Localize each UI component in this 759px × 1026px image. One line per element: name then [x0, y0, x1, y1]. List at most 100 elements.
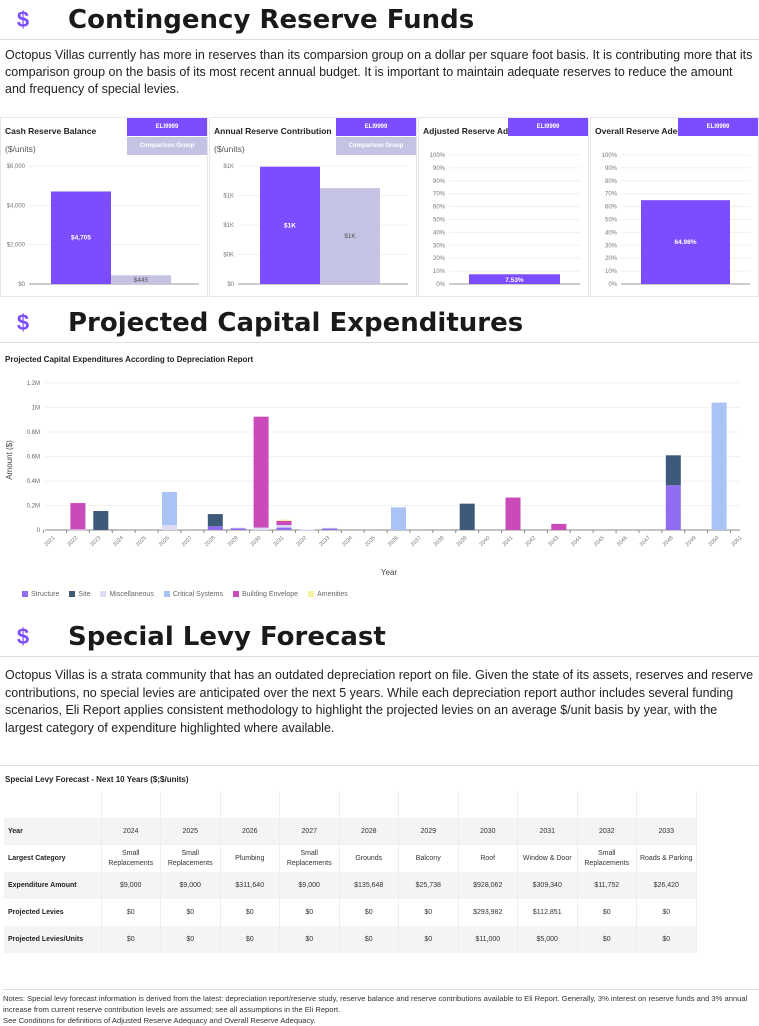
- x-tick-label: 2023: [89, 535, 102, 548]
- table-cell: $0: [577, 899, 637, 926]
- x-tick-label: 2051: [731, 535, 744, 548]
- bar-building-envelope: [551, 523, 567, 530]
- table-cell: Window & Door: [517, 845, 578, 872]
- table-cell: 2028: [339, 818, 399, 845]
- table-cell: $0: [279, 899, 340, 926]
- table-cell: Grounds: [339, 845, 399, 872]
- bar-eli: [469, 274, 560, 284]
- x-tick-label: 2027: [181, 535, 194, 548]
- card-title: Cash Reserve Balance: [5, 126, 97, 136]
- table-row: Largest Category Small Replacements Small …: [4, 845, 697, 872]
- legend-swatch: [69, 591, 76, 598]
- y-tick-label: 60%: [433, 205, 446, 211]
- table-cell: $0: [339, 926, 399, 953]
- x-tick-label: 2043: [547, 535, 560, 548]
- legend-item[interactable]: Structure: [22, 591, 59, 598]
- table-cell: $0: [160, 899, 221, 926]
- x-tick-label: 2035: [364, 535, 377, 548]
- chart-legend: Structure Site Miscellaneous Critical Syste…: [22, 591, 348, 598]
- card-title: Adjusted Reserve Adequacy: [423, 126, 538, 136]
- x-tick-label: 2031: [273, 535, 286, 548]
- table-cell: $0: [220, 899, 280, 926]
- notes-line: Notes: Special levy forecast information…: [3, 994, 748, 1014]
- legend-eli: ELI9999: [678, 118, 758, 136]
- y-tick-label: 20%: [433, 256, 446, 262]
- bar-label: 7.53%: [505, 277, 524, 284]
- bar-miscellaneous: [322, 527, 338, 529]
- card-chart: 0% 10% 20% 30% 40% 50% 60% 70% 80% 90% 100% 64.98%: [602, 153, 750, 288]
- table-cell: Roof: [458, 845, 518, 872]
- legend-comparison: Comparison Group: [336, 137, 416, 155]
- table-cell: 2027: [279, 818, 340, 845]
- y-tick-label: 90%: [605, 166, 618, 172]
- bar-site: [665, 455, 681, 486]
- bar-comparison: [111, 275, 171, 284]
- x-tick-label: 2042: [524, 535, 537, 548]
- legend-item[interactable]: Site: [69, 591, 90, 598]
- legend-swatch: [233, 591, 240, 598]
- table-cell: Roads & Parking: [636, 845, 697, 872]
- card-chart: $0 $0K $1K $1K $1K $1K $1K: [223, 164, 408, 288]
- table-spacer-row: [4, 791, 697, 818]
- notes-line: See Conditions for definitions of Adjust…: [3, 1016, 316, 1025]
- y-tick-label: 30%: [605, 243, 618, 249]
- table-cell: $309,340: [517, 872, 578, 899]
- bar-miscellaneous: [162, 525, 177, 530]
- bar-site: [93, 511, 109, 530]
- bar-building-envelope: [276, 520, 292, 526]
- table-cell: 2024: [101, 818, 161, 845]
- bar-building-envelope: [70, 503, 86, 530]
- x-tick-label: 2029: [227, 535, 240, 548]
- dollar-icon: $: [16, 623, 30, 649]
- table-cell: Plumbing: [220, 845, 280, 872]
- table-cell: $9,000: [279, 872, 340, 899]
- legend-comparison: Comparison Group: [127, 137, 207, 155]
- bar-label: $445: [134, 277, 149, 284]
- section-title: Contingency Reserve Funds: [68, 4, 475, 35]
- card-cash-reserve-balance: Cash Reserve Balance ($/units) ELI9999 Comp…: [0, 117, 208, 297]
- x-tick-label: 2021: [44, 535, 57, 548]
- x-axis-label: Year: [381, 568, 398, 577]
- y-tick-label: $0K: [223, 253, 234, 259]
- legend-item[interactable]: Amenities: [308, 591, 348, 598]
- x-tick-label: 2047: [639, 535, 652, 548]
- bar-miscellaneous: [276, 525, 292, 528]
- table-cell: Small Replacements: [101, 845, 161, 872]
- legend-item[interactable]: Critical Systems: [163, 591, 223, 598]
- bar-label: 64.98%: [674, 239, 696, 246]
- bar-miscellaneous: [253, 527, 269, 530]
- bar-site: [207, 514, 223, 527]
- legend-eli: ELI9999: [127, 118, 207, 136]
- table-cell: $0: [636, 926, 697, 953]
- table-row: Projected Levies $0 $0 $0 $0 $0 $0 $293,982 $112…: [4, 899, 697, 926]
- table-cell: $0: [101, 926, 161, 953]
- bar-miscellaneous: [230, 527, 246, 529]
- row-label: Expenditure Amount: [4, 872, 102, 899]
- x-tick-label: 2028: [204, 535, 217, 548]
- bar-miscellaneous: [70, 529, 86, 531]
- legend-eli: ELI9999: [508, 118, 588, 136]
- legend-label: Structure: [31, 591, 60, 598]
- x-tick-label: 2034: [341, 535, 354, 548]
- legend-item[interactable]: Building Envelope: [233, 591, 298, 598]
- y-tick-label: 90%: [433, 166, 446, 172]
- row-label: Year: [4, 818, 102, 845]
- x-tick-label: 2050: [708, 535, 721, 548]
- y-tick-label: 20%: [605, 256, 618, 262]
- x-tick-label: 2025: [135, 535, 148, 548]
- table-cell: $11,000: [458, 926, 518, 953]
- table-row: Projected Levies/Units $0 $0 $0 $0 $0 $0 $11,00…: [4, 926, 697, 953]
- table-cell: $0: [279, 926, 340, 953]
- legend-item[interactable]: Miscellaneous: [100, 591, 154, 598]
- bar-label: $1K: [284, 222, 296, 229]
- card-chart: $0 $2,000 $4,000 $6,000 $4,705 $445: [7, 164, 199, 288]
- y-tick-label: $4,000: [7, 203, 26, 209]
- legend-label: Amenities: [317, 591, 348, 598]
- table-cell: $11,752: [577, 872, 637, 899]
- y-tick-label: 1.2M: [27, 381, 40, 387]
- capex-chart: 0 0.2M 0.4M 0.6M 0.8M 1M 1.2M Amount ($) Year 202…: [5, 381, 744, 577]
- bar-miscellaneous: [299, 529, 315, 531]
- y-tick-label: 0%: [436, 282, 445, 288]
- y-tick-label: 80%: [605, 179, 618, 185]
- dollar-icon: $: [16, 309, 30, 335]
